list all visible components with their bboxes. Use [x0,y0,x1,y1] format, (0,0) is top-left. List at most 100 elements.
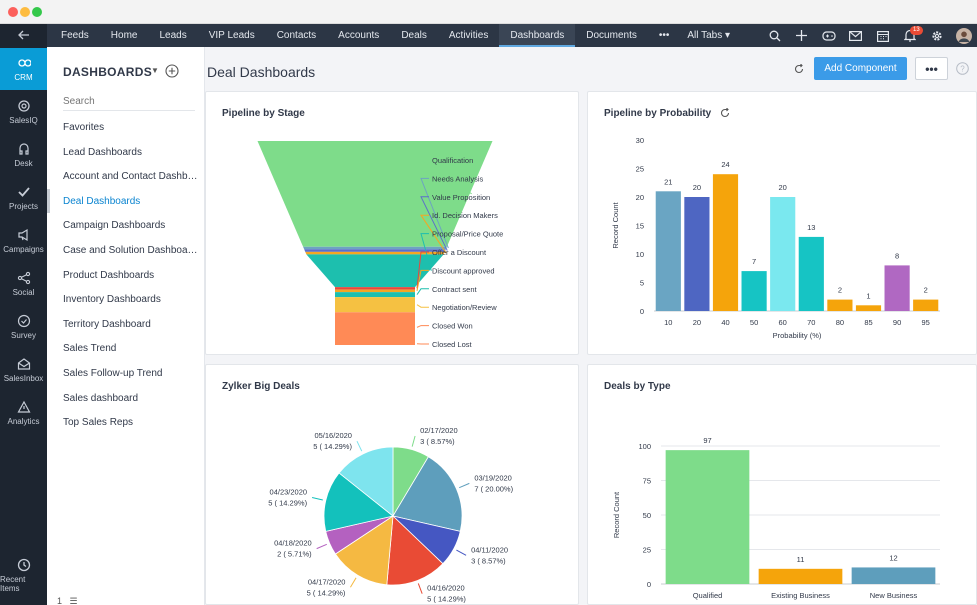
tab-vip-leads[interactable]: VIP Leads [208,30,255,41]
mail-icon[interactable] [842,24,869,47]
rail-item-desk[interactable]: Desk [0,134,47,176]
help-icon[interactable]: ? [956,62,969,75]
pie-slice-label: 02/17/2020 [420,426,458,435]
sidebar-item-case-and-solution-dashboards[interactable]: Case and Solution Dashboards [63,245,198,256]
funnel-stage[interactable] [257,141,493,247]
x-tick-label: Qualified [693,591,723,600]
bar[interactable] [913,299,939,311]
rail-item-projects[interactable]: Projects [0,177,47,219]
y-tick-label: 15 [636,222,644,231]
tab-activities[interactable]: Activities [448,30,489,41]
funnel-chart: Qualification Needs Analysis Value Proposi… [257,141,503,349]
tab-contacts[interactable]: Contacts [276,30,317,41]
avatar[interactable] [950,24,977,47]
all-tabs-dropdown[interactable]: All Tabs ▾ [687,30,730,41]
pie-slice-value: 5 ( 14.29%) [307,588,346,597]
search-icon[interactable] [761,24,788,47]
funnel-stage[interactable] [335,342,415,345]
add-dashboard-icon[interactable] [165,64,179,78]
sidebar-item-product-dashboards[interactable]: Product Dashboards [63,269,155,281]
sidebar-item-account-and-contact-dashboards[interactable]: Account and Contact Dashboards [63,171,198,183]
pie-slice[interactable] [338,446,394,517]
sidebar-footer-icon[interactable]: 1 ☰ [57,596,78,605]
bar[interactable] [712,174,739,311]
rail-item-social[interactable]: Social [0,263,47,305]
rail-item-salesinbox[interactable]: SalesInbox [0,349,47,391]
rail-item-salesiq[interactable]: SalesIQ [0,91,47,133]
bar[interactable] [798,236,824,311]
rail-item-campaigns[interactable]: Campaigns [0,220,47,262]
sidebar-item-deal-dashboards[interactable]: Deal Dashboards [63,195,141,207]
pie-slice[interactable] [323,472,394,532]
add-component-button[interactable]: Add Component [814,57,907,80]
probability-bar-chart: 0 5 10 15 20 25 30 21 10 20 20 24 40 7 50 20 60 13 70 2 80 1 8… [611,136,940,340]
pie-slice-label: 04/11/2020 [471,545,508,554]
tab-accounts[interactable]: Accounts [338,30,380,41]
funnel-stage[interactable] [304,249,446,252]
y-tick-label: 0 [640,307,644,316]
funnel-stage[interactable] [335,312,415,343]
tab-leads[interactable]: Leads [159,30,187,41]
pie-slice[interactable] [392,456,463,532]
rail-item-survey[interactable]: Survey [0,306,47,348]
funnel-stage[interactable] [335,289,415,293]
pie-slice[interactable] [334,515,394,586]
tab-dashboards[interactable]: Dashboards [499,24,576,47]
pie-slice[interactable] [386,515,444,586]
tab-feeds[interactable]: Feeds [61,30,89,41]
tab-more[interactable]: ••• [658,30,670,41]
rail-item-crm[interactable]: CRM [0,48,47,90]
gamepad-icon[interactable] [815,24,842,47]
bar[interactable] [684,197,710,311]
bar[interactable] [884,265,910,311]
tab-documents[interactable]: Documents [586,30,637,41]
refresh-icon[interactable] [794,64,804,74]
y-axis-label: Record Count [611,201,620,248]
pie-slice-value: 5 ( 14.29%) [268,499,307,508]
sidebar-item-inventory-dashboards[interactable]: Inventory Dashboards [63,294,161,306]
funnel-stage[interactable] [335,292,415,298]
bell-icon[interactable]: 13 [896,24,923,47]
card-title: Deals by Type [604,381,671,392]
sidebar-item-sales-follow-up-trend[interactable]: Sales Follow-up Trend [63,368,163,379]
back-arrow-icon[interactable] [0,24,47,48]
funnel-stage[interactable] [335,287,415,290]
calendar-icon[interactable] [869,24,896,47]
reload-chart-icon[interactable] [720,108,730,118]
tab-home[interactable]: Home [110,30,138,41]
zoom-window-icon[interactable] [32,7,42,17]
funnel-stage-label: Closed Lost [432,340,473,349]
rail-item-recent-items[interactable]: Recent Items [0,554,47,596]
rail-item-analytics[interactable]: Analytics [0,392,47,434]
funnel-stage[interactable] [305,251,445,255]
card-title: Zylker Big Deals [222,381,300,392]
tab-deals[interactable]: Deals [401,30,427,41]
bar[interactable] [665,450,750,584]
sidebar-item-sales-dashboard[interactable]: Sales dashboard [63,392,139,404]
funnel-stage[interactable] [303,246,447,250]
bar[interactable] [851,567,936,584]
bar[interactable] [758,568,843,584]
funnel-stage[interactable] [335,297,415,313]
pie-slice-label: 04/16/2020 [427,584,465,593]
sidebar-item-lead-dashboards[interactable]: Lead Dashboards [63,146,142,158]
bar[interactable] [770,197,796,311]
dashboard-search-input[interactable] [63,93,195,111]
sidebar-item-campaign-dashboards[interactable]: Campaign Dashboards [63,220,166,232]
bar[interactable] [827,299,853,311]
gear-icon[interactable] [923,24,950,47]
close-window-icon[interactable] [8,7,18,17]
sidebar-item-top-sales-reps[interactable]: Top Sales Reps [63,417,134,429]
funnel-stage[interactable] [306,254,444,288]
chevron-down-icon[interactable]: ▼ [151,66,159,75]
sidebar-item-territory-dashboard[interactable]: Territory Dashboard [63,318,151,330]
minimize-window-icon[interactable] [20,7,30,17]
bar[interactable] [741,271,767,311]
pie-slice-label: 05/16/2020 [314,431,352,440]
more-options-button[interactable]: ••• [915,57,948,80]
bar[interactable] [655,191,681,311]
sidebar-item-favorites[interactable]: Favorites [63,122,105,133]
plus-icon[interactable] [788,24,815,47]
bar[interactable] [855,305,882,311]
sidebar-item-sales-trend[interactable]: Sales Trend [63,343,117,355]
